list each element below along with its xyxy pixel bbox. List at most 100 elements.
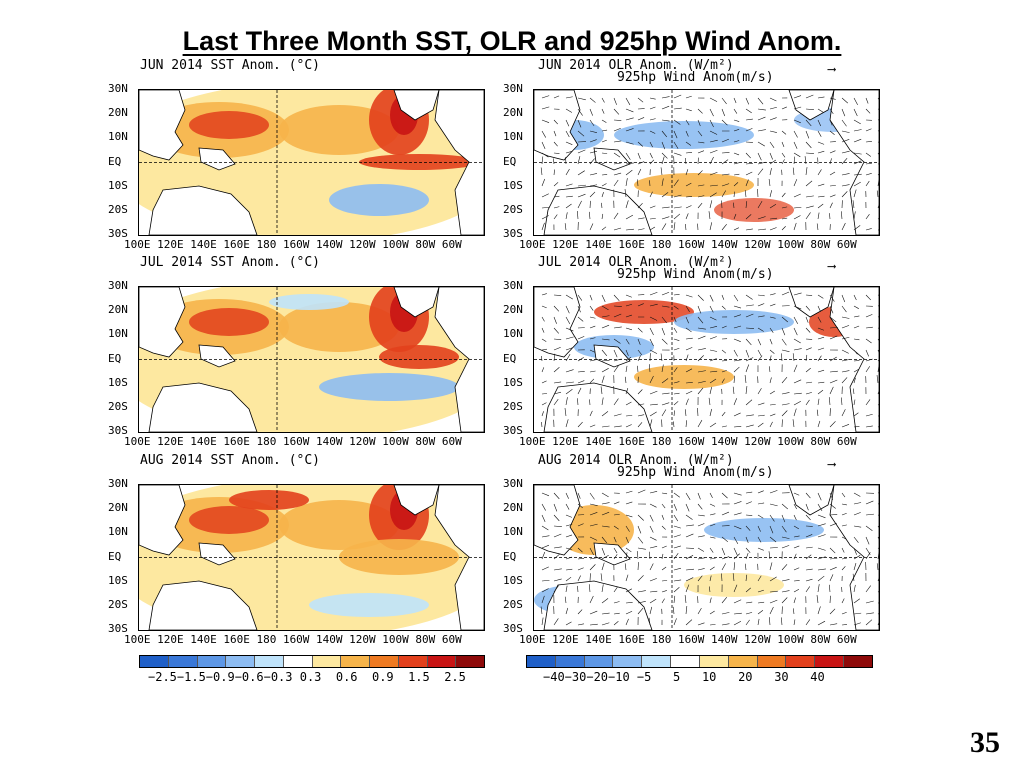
latitude-label: 10N [503,525,523,539]
olr-map [533,484,880,631]
reference-arrow-icon: ⟶ [828,259,836,273]
colorbar-swatch [527,656,556,667]
olr-map [533,286,880,433]
latitude-label: 10N [503,130,523,144]
panel-subtitle: 925hp Wind Anom(m/s) [617,465,774,480]
slide-title: Last Three Month SST, OLR and 925hp Wind… [182,26,842,56]
map-canvas [139,287,484,432]
colorbar-swatch [226,656,255,667]
latitude-label: 10S [503,178,523,192]
latitude-label: EQ [108,154,122,168]
colorbar-swatch [427,656,457,667]
longitude-labels: 100E 120E 140E 160E 180 160W 140W 120W 1… [519,633,857,646]
map-canvas [139,485,484,630]
latitude-label: 20N [108,106,128,120]
latitude-label: EQ [503,351,517,365]
sst-colorbar-labels: −2.5−1.5−0.9−0.6−0.3 0.3 0.6 0.9 1.5 2.5 [148,670,466,684]
colorbar-swatch [255,656,284,667]
longitude-labels: 100E 120E 140E 160E 180 160W 140W 120W 1… [124,238,462,251]
latitude-label: 30N [108,279,128,292]
map-canvas [534,485,879,630]
colorbar-swatch [642,656,672,667]
panel-title: AUG 2014 SST Anom. (°C) [140,453,321,468]
latitude-label: 20N [503,106,523,120]
sst-colorbar [139,655,485,668]
colorbar-swatch [341,656,370,667]
colorbar-swatch [456,656,484,667]
latitude-label: 20S [108,399,128,413]
latitude-label: 10S [108,573,128,587]
latitude-label: 30S [108,424,128,437]
panel-subtitle: 925hp Wind Anom(m/s) [617,267,774,282]
latitude-label: 30N [503,279,523,292]
sst-map [138,89,485,236]
longitude-labels: 100E 120E 140E 160E 180 160W 140W 120W 1… [124,633,462,646]
colorbar-swatch [757,656,787,667]
latitude-label: 20N [503,501,523,515]
latitude-label: 10N [108,525,128,539]
latitude-label: 30N [503,82,523,95]
latitude-label: 20N [108,303,128,317]
latitude-label: 10N [108,327,128,341]
olr-colorbar [526,655,873,668]
colorbar-swatch [671,656,700,667]
map-canvas [534,287,879,432]
colorbar-swatch [844,656,872,667]
latitude-label: 10S [503,375,523,389]
colorbar-swatch [613,656,643,667]
latitude-label: 20S [503,202,523,216]
reference-arrow-icon: ⟶ [828,457,836,471]
olr-colorbar-labels: −40−30−20−10 −5 5 10 20 30 40 [543,670,825,684]
colorbar-swatch [283,656,313,667]
latitude-label: 30S [503,424,523,437]
latitude-label: 20S [108,202,128,216]
panel-title: JUL 2014 OLR Anom. (W/m²) [538,255,734,270]
latitude-label: EQ [503,549,517,563]
latitude-label: 20S [503,399,523,413]
latitude-label: 20N [503,303,523,317]
panel-title: JUN 2014 SST Anom. (°C) [140,58,321,73]
longitude-labels: 100E 120E 140E 160E 180 160W 140W 120W 1… [124,435,462,448]
latitude-label: 10S [108,375,128,389]
latitude-label: 30N [108,82,128,95]
map-canvas [534,90,879,235]
colorbar-swatch [398,656,428,667]
latitude-label: 20N [108,501,128,515]
latitude-label: 30N [108,477,128,490]
colorbar-swatch [197,656,227,667]
panel-subtitle: 925hp Wind Anom(m/s) [617,70,774,85]
latitude-label: EQ [108,351,122,365]
latitude-label: 30S [108,227,128,240]
sst-map [138,286,485,433]
colorbar-swatch [370,656,399,667]
page-number: 35 [970,726,1000,759]
colorbar-swatch [815,656,845,667]
latitude-label: EQ [503,154,517,168]
latitude-label: 10S [503,573,523,587]
olr-map [533,89,880,236]
panel-title: JUN 2014 OLR Anom. (W/m²) [538,58,734,73]
colorbar-swatch [555,656,585,667]
latitude-label: 30N [503,477,523,490]
panel-title: AUG 2014 OLR Anom. (W/m²) [538,453,734,468]
colorbar-swatch [786,656,816,667]
latitude-label: 30S [503,622,523,635]
latitude-label: 30S [503,227,523,240]
longitude-labels: 100E 120E 140E 160E 180 160W 140W 120W 1… [519,238,857,251]
colorbar-swatch [584,656,614,667]
latitude-label: 10N [108,130,128,144]
latitude-label: 20S [503,597,523,611]
latitude-label: 30S [108,622,128,635]
colorbar-swatch [140,656,169,667]
colorbar-swatch [728,656,758,667]
sst-map [138,484,485,631]
panel-title: JUL 2014 SST Anom. (°C) [140,255,321,270]
latitude-label: 20S [108,597,128,611]
latitude-label: 10S [108,178,128,192]
map-canvas [139,90,484,235]
colorbar-swatch [168,656,198,667]
colorbar-swatch [699,656,729,667]
colorbar-swatch [312,656,342,667]
latitude-label: EQ [108,549,122,563]
latitude-label: 10N [503,327,523,341]
